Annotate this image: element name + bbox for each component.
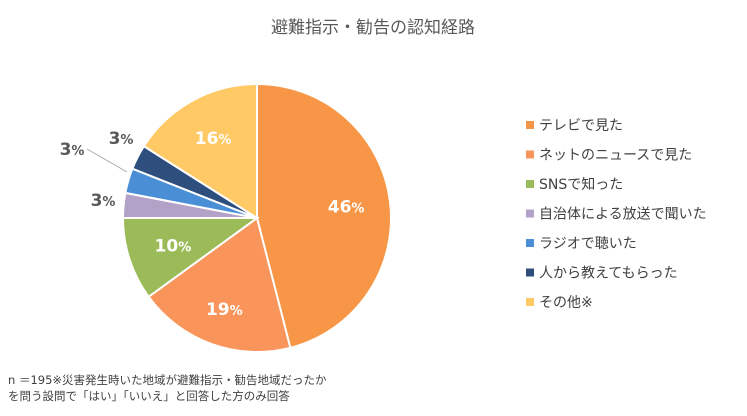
legend-entry: ラジオで聴いた <box>539 236 637 252</box>
footnote-line2: を問う設問で「はい」「いいえ」と回答した方のみ回答 <box>8 389 290 403</box>
data-label: 10% <box>155 236 192 256</box>
leader-line <box>86 148 128 173</box>
data-label: 46% <box>328 198 365 218</box>
data-label: 3% <box>60 140 85 160</box>
pie-slices <box>121 82 392 353</box>
data-label: 3% <box>91 191 116 211</box>
data-label: 19% <box>206 300 243 320</box>
legend-entry: 人から教えてもらった <box>539 266 678 282</box>
footnote: n ＝195※災害発生時いた地域が避難指示・勧告地域だったか を問う設問で「はい… <box>8 372 327 404</box>
legend-entry: その他※ <box>539 295 593 311</box>
pie-labels: 46% 19% 10% 3% 3% 3% 16% <box>60 129 365 320</box>
pie-slice <box>142 82 258 220</box>
footnote-line1: n ＝195※災害発生時いた地域が避難指示・勧告地域だったか <box>8 373 327 387</box>
data-label: 3% <box>109 129 134 149</box>
legend-swatch <box>526 239 534 247</box>
pie-slice <box>147 216 292 353</box>
data-label: 16% <box>195 129 232 149</box>
legend-swatch <box>526 180 534 188</box>
legend-swatch <box>526 150 534 159</box>
legend-entry: SNSで知った <box>539 176 623 193</box>
legend-swatch <box>526 298 534 306</box>
legend-entry: ネットのニュースで見た <box>539 148 692 164</box>
pie-slice <box>256 82 392 350</box>
pie-slice <box>121 217 261 299</box>
legend-entry: 自治体による放送で聞いた <box>539 207 707 223</box>
legend-entry: テレビで見た <box>539 118 623 134</box>
legend-swatch <box>526 209 534 218</box>
legend-swatch <box>526 121 534 129</box>
legend-swatch <box>526 268 534 277</box>
chart-title: 避難指示・勧告の認知経路 <box>271 18 475 38</box>
